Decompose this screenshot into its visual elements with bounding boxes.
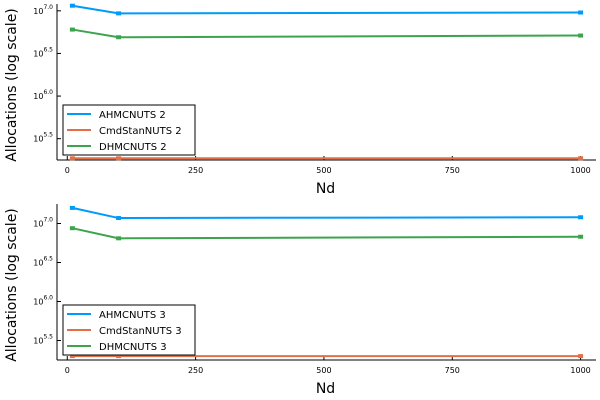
data-point: [116, 156, 122, 161]
data-point: [578, 354, 584, 359]
y-tick-base: 10: [33, 92, 43, 101]
y-tick-exponent: 6.5: [43, 46, 53, 53]
y-tick-exponent: 7.0: [43, 4, 53, 11]
y-tick-base: 10: [33, 7, 43, 16]
y-tick-exponent: 5.5: [43, 334, 53, 341]
x-tick-label: 500: [316, 366, 331, 375]
data-point: [116, 35, 122, 40]
data-point: [578, 10, 584, 15]
y-tick-label: 106.5: [33, 256, 53, 268]
data-point: [578, 215, 584, 220]
y-tick-exponent: 6.5: [43, 256, 53, 263]
data-point: [116, 11, 122, 16]
series-line-3: [72, 227, 581, 240]
data-point: [69, 156, 75, 161]
data-point: [116, 236, 122, 241]
y-tick-label: 107.0: [33, 217, 53, 229]
y-tick-base: 10: [33, 259, 43, 268]
data-point: [578, 156, 584, 161]
legend: AHMCNUTS 2 CmdStanNUTS 2 DHMCNUTS 2: [62, 104, 196, 156]
data-point: [69, 3, 75, 8]
y-tick-base: 10: [33, 220, 43, 229]
y-tick-label: 106.0: [33, 295, 53, 307]
x-tick-label: 500: [316, 166, 331, 175]
y-axis-title: Allocations (log scale): [4, 8, 20, 162]
x-tick-label: 250: [188, 166, 203, 175]
data-point: [116, 216, 122, 221]
x-tick-label: 750: [445, 366, 460, 375]
x-tick-label: 1000: [570, 366, 590, 375]
x-axis-title: Nd: [316, 381, 335, 397]
y-tick-exponent: 7.0: [43, 217, 53, 224]
data-point: [116, 354, 122, 359]
series-line-3: [72, 28, 581, 39]
chart-panel-2: 0 250 500 750 1000105.5106.0106.5107.0NdAllo…: [4, 204, 596, 397]
x-axis-title: Nd: [316, 181, 335, 197]
data-point: [578, 33, 584, 38]
y-tick-label: 106.5: [33, 46, 53, 58]
x-tick-label: 0: [65, 166, 70, 175]
x-tick-label: 250: [188, 366, 203, 375]
series-line-1: [72, 4, 581, 15]
x-tick-label: 750: [445, 166, 460, 175]
data-point: [578, 234, 584, 239]
legend-label: CmdStanNUTS 2: [99, 126, 182, 137]
y-tick-exponent: 6.0: [43, 295, 53, 302]
y-tick-label: 105.5: [33, 132, 53, 144]
y-tick-base: 10: [33, 49, 43, 58]
y-tick-exponent: 5.5: [43, 132, 53, 139]
y-tick-base: 10: [33, 135, 43, 144]
data-point: [69, 226, 75, 231]
legend-label: AHMCNUTS 3: [99, 310, 166, 321]
data-point: [69, 27, 75, 32]
x-tick-label: 1000: [570, 166, 590, 175]
series-line-1: [72, 206, 581, 220]
data-point: [69, 205, 75, 210]
y-tick-label: 106.0: [33, 89, 53, 101]
legend-label: CmdStanNUTS 3: [99, 326, 182, 337]
y-tick-label: 107.0: [33, 4, 53, 16]
data-point: [69, 354, 75, 359]
legend-label: DHMCNUTS 2: [99, 142, 167, 153]
chart-panel-1: 0 250 500 750 1000105.5106.0106.5107.0NdAllo…: [4, 3, 596, 197]
y-tick-base: 10: [33, 337, 43, 346]
y-tick-exponent: 6.0: [43, 89, 53, 96]
y-tick-base: 10: [33, 298, 43, 307]
y-axis-title: Allocations (log scale): [4, 208, 20, 362]
legend: AHMCNUTS 3 CmdStanNUTS 3 DHMCNUTS 3: [62, 304, 196, 356]
legend-label: DHMCNUTS 3: [99, 342, 167, 353]
x-tick-label: 0: [65, 366, 70, 375]
y-tick-label: 105.5: [33, 334, 53, 346]
legend-label: AHMCNUTS 2: [99, 110, 166, 121]
